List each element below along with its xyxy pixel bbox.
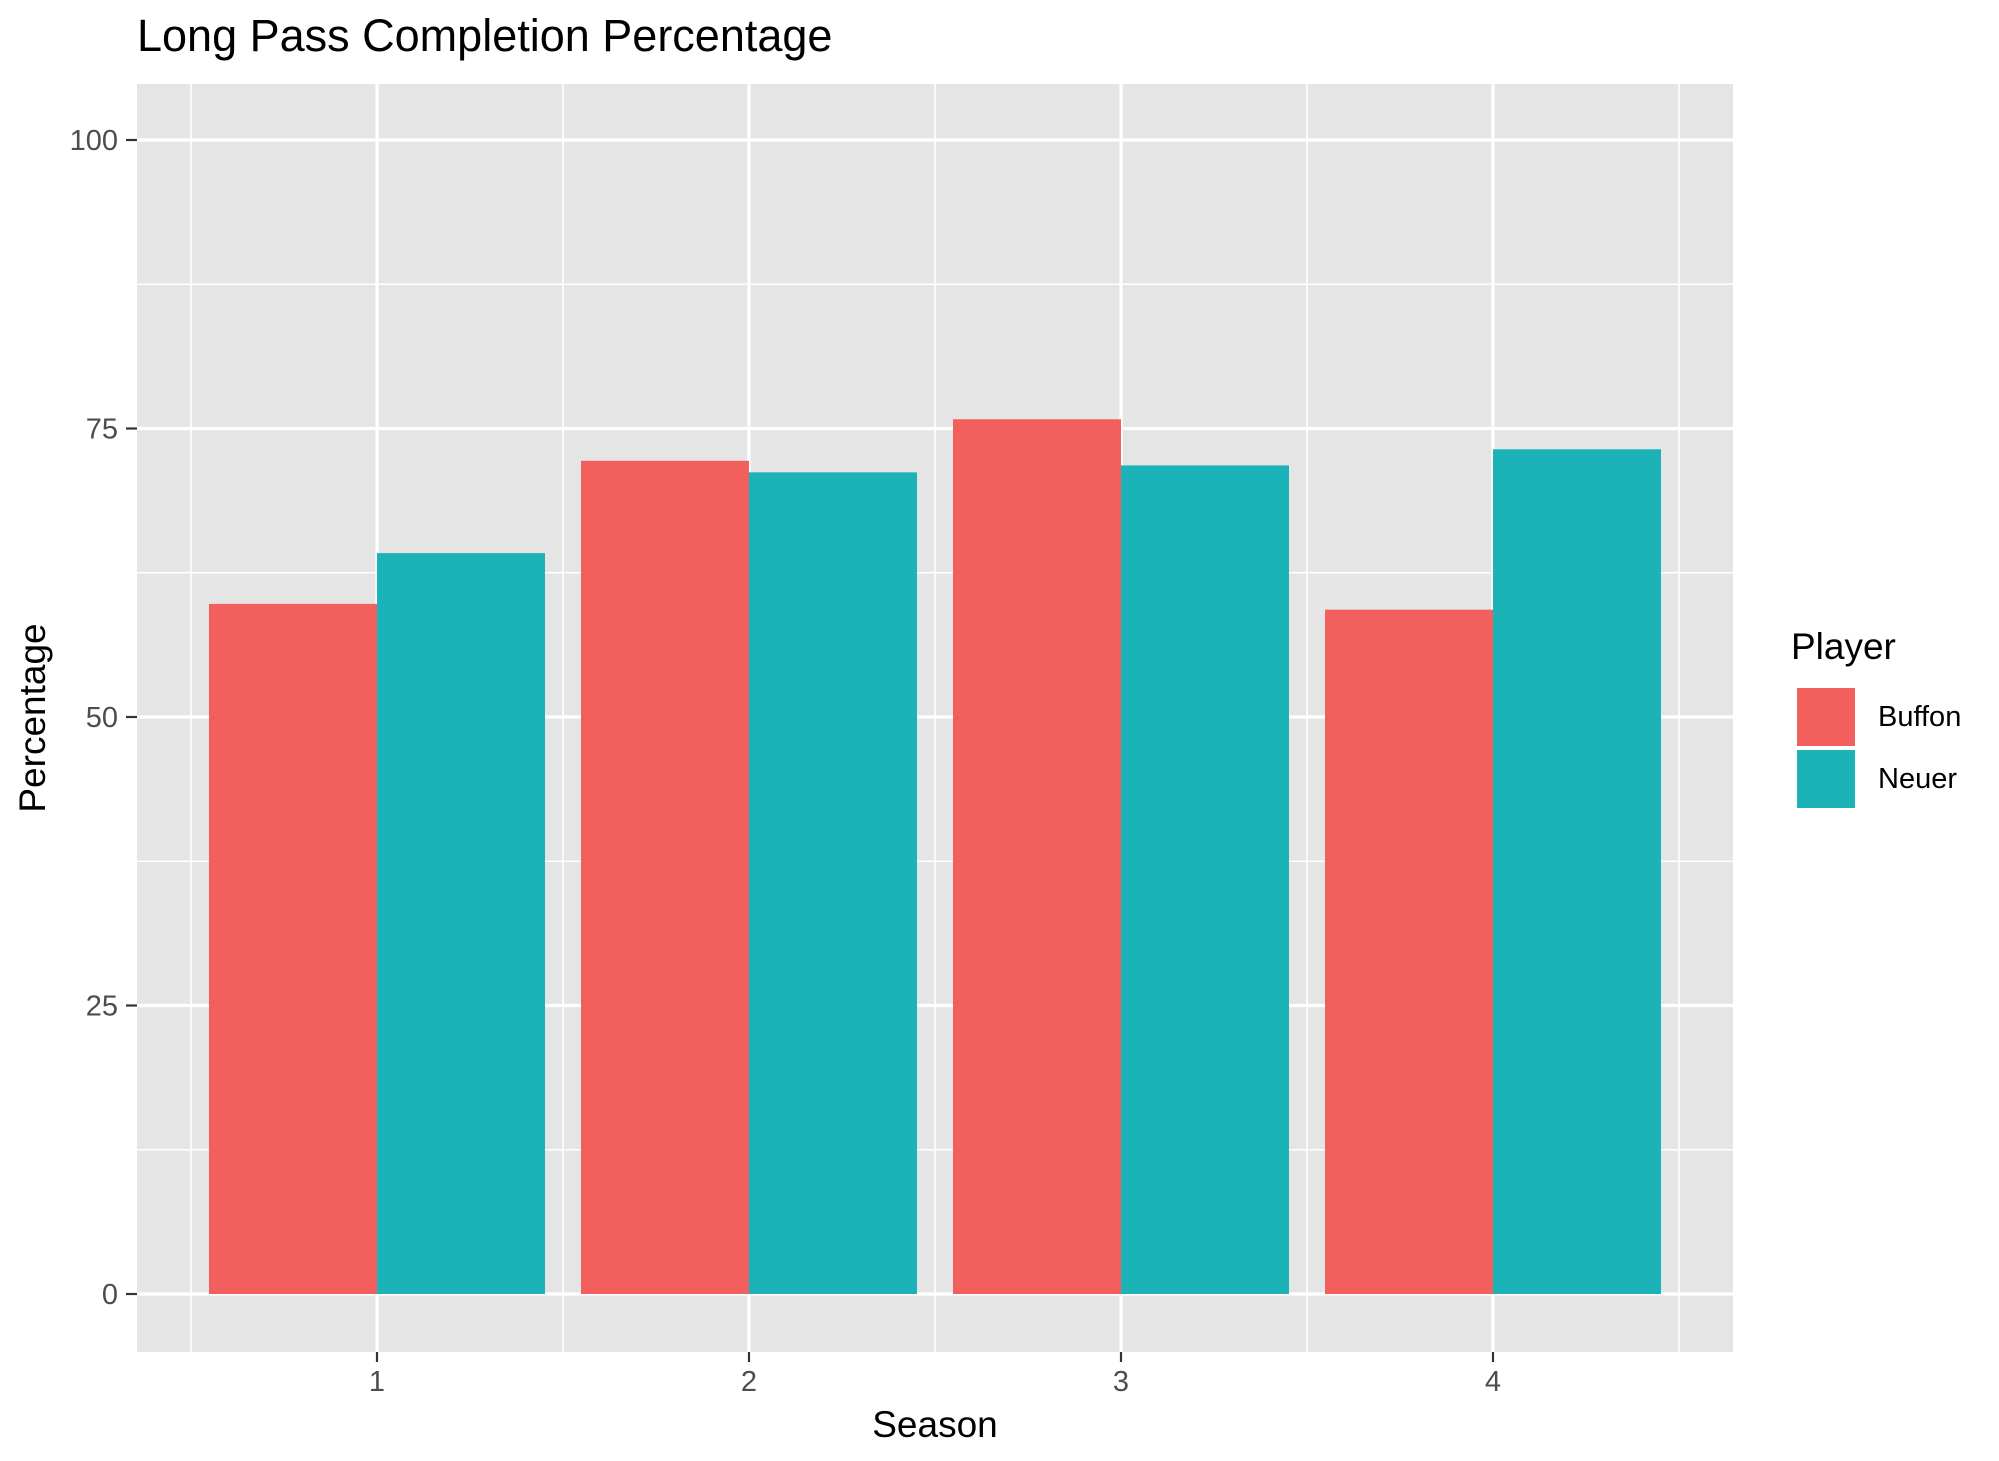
legend-label-neuer: Neuer — [1878, 763, 1957, 795]
bar-buffon-season-2 — [581, 460, 749, 1294]
bar-buffon-season-1 — [209, 603, 377, 1294]
bar-buffon-season-3 — [953, 419, 1121, 1294]
bar-neuer-season-4 — [1493, 449, 1661, 1295]
legend: Player Buffon Neuer — [1791, 626, 1961, 808]
x-axis-title: Season — [872, 1404, 998, 1445]
y-tick-label: 100 — [70, 125, 118, 157]
bar-neuer-season-2 — [749, 472, 917, 1294]
x-tick-label: 4 — [1485, 1366, 1501, 1398]
y-tick-label: 25 — [86, 991, 118, 1023]
chart-title: Long Pass Completion Percentage — [137, 10, 832, 61]
bar-series-group — [209, 419, 1661, 1295]
y-tick-label: 75 — [86, 414, 118, 446]
y-axis-title: Percentage — [12, 623, 53, 812]
bar-neuer-season-1 — [377, 553, 545, 1294]
y-axis: 0 25 50 75 100 — [70, 125, 137, 1311]
legend-items: Buffon Neuer — [1797, 688, 1961, 808]
legend-swatch-neuer — [1797, 750, 1855, 808]
bar-buffon-season-4 — [1325, 609, 1493, 1294]
legend-swatch-buffon — [1797, 688, 1855, 746]
x-tick-label: 3 — [1113, 1366, 1129, 1398]
bar-neuer-season-3 — [1121, 465, 1289, 1295]
legend-label-buffon: Buffon — [1878, 701, 1961, 733]
x-axis: 1 2 3 4 — [369, 1352, 1501, 1398]
y-tick-label: 0 — [102, 1279, 118, 1311]
y-tick-label: 50 — [86, 702, 118, 734]
legend-title: Player — [1791, 626, 1896, 667]
x-tick-label: 1 — [369, 1366, 385, 1398]
x-tick-label: 2 — [741, 1366, 757, 1398]
